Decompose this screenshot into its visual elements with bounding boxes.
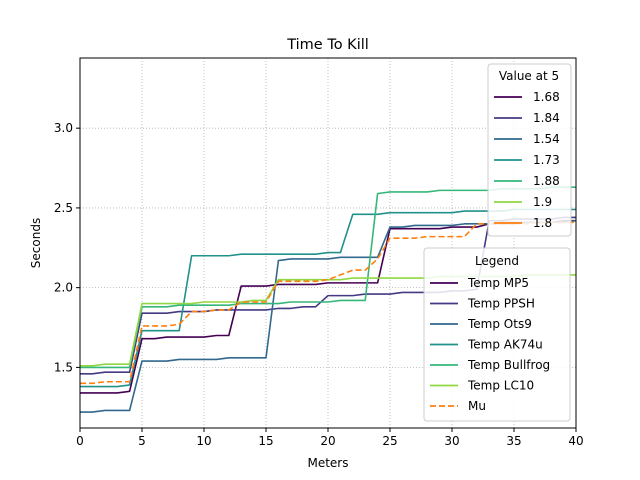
value-legend-label: 1.73 bbox=[533, 153, 560, 167]
x-tick-label: 5 bbox=[138, 434, 146, 448]
x-tick-label: 15 bbox=[258, 434, 273, 448]
series-legend-label: Temp AK74u bbox=[467, 338, 543, 352]
series-legend-title: Legend bbox=[475, 254, 519, 268]
series-legend-label: Temp PPSH bbox=[467, 297, 535, 311]
value-legend-label: 1.68 bbox=[533, 90, 560, 104]
series-layer bbox=[80, 186, 577, 413]
chart-title: Time To Kill bbox=[286, 37, 369, 53]
y-tick-label: 2.0 bbox=[54, 281, 73, 295]
series-legend-label: Temp Bullfrog bbox=[467, 358, 550, 372]
series-line-mu bbox=[80, 221, 576, 385]
y-axis-label: Seconds bbox=[29, 218, 43, 268]
x-axis-label: Meters bbox=[307, 456, 348, 470]
x-tick-label: 20 bbox=[320, 434, 335, 448]
series-legend-label: Temp LC10 bbox=[467, 379, 534, 393]
x-tick-label: 0 bbox=[76, 434, 84, 448]
x-axis: 0 5 10 15 20 25 30 35 40 bbox=[76, 428, 584, 448]
value-legend: Value at 5 1.68 1.84 1.54 1.73 1.88 1.9 1.8 bbox=[487, 63, 572, 237]
x-tick-label: 25 bbox=[382, 434, 397, 448]
value-legend-title: Value at 5 bbox=[499, 69, 559, 83]
y-tick-label: 3.0 bbox=[54, 121, 73, 135]
value-legend-box bbox=[487, 63, 572, 237]
value-legend-label: 1.9 bbox=[533, 195, 552, 209]
series-legend: Legend Temp MP5 Temp PPSH Temp Ots9 Temp AK… bbox=[423, 247, 571, 422]
value-legend-label: 1.8 bbox=[533, 216, 552, 230]
y-tick-label: 2.5 bbox=[54, 201, 73, 215]
y-tick-label: 1.5 bbox=[54, 360, 73, 374]
series-legend-label: Temp Ots9 bbox=[467, 317, 532, 331]
value-legend-label: 1.84 bbox=[533, 111, 560, 125]
x-tick-label: 35 bbox=[506, 434, 521, 448]
value-legend-label: 1.54 bbox=[533, 132, 560, 146]
x-tick-label: 10 bbox=[196, 434, 211, 448]
series-legend-label: Mu bbox=[468, 399, 486, 413]
value-legend-label: 1.88 bbox=[533, 174, 560, 188]
x-tick-label: 30 bbox=[444, 434, 459, 448]
y-axis: 1.5 2.0 2.5 3.0 bbox=[54, 121, 80, 374]
x-tick-label: 40 bbox=[568, 434, 583, 448]
series-legend-box bbox=[423, 247, 571, 422]
series-legend-label: Temp MP5 bbox=[467, 276, 529, 290]
